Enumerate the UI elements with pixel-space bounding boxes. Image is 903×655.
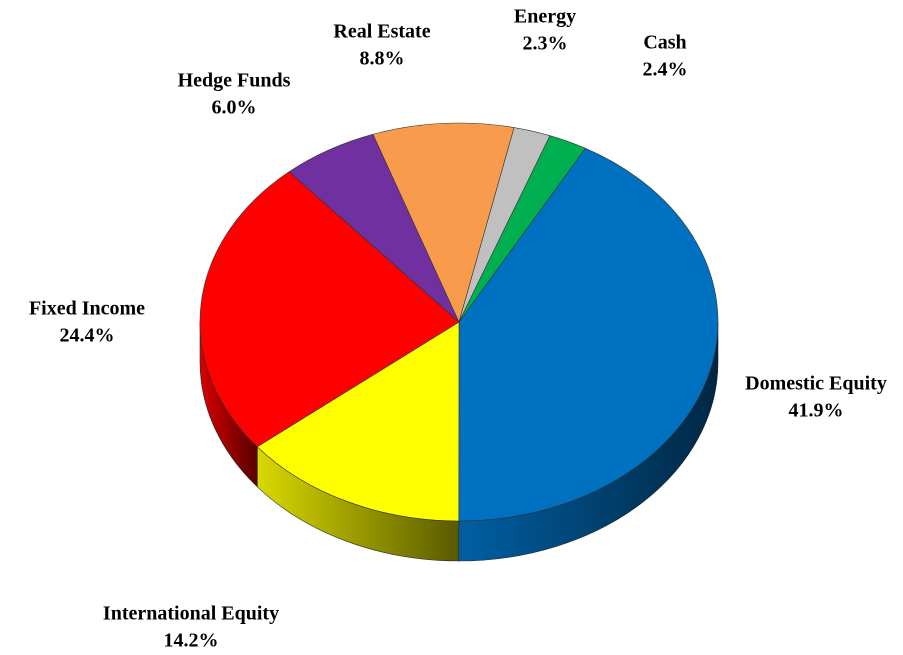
slice-label: Cash xyxy=(643,32,686,54)
slice-value-label: 2.4% xyxy=(643,59,688,81)
slice-value-label: 41.9% xyxy=(789,400,844,422)
slice-label: Fixed Income xyxy=(29,298,145,320)
slice-value-label: 2.3% xyxy=(523,33,568,55)
slice xyxy=(458,147,719,522)
slice-label: Hedge Funds xyxy=(178,70,291,92)
slice-side-shade xyxy=(257,446,459,561)
slice-label: Energy xyxy=(514,6,576,28)
slice xyxy=(199,171,460,448)
slice xyxy=(458,135,586,323)
slice xyxy=(256,321,460,522)
slice-value-label: 14.2% xyxy=(164,630,219,652)
slice xyxy=(372,122,515,323)
slice-value-label: 6.0% xyxy=(212,97,257,119)
slice-value-label: 24.4% xyxy=(60,325,115,347)
slice-label: International Equity xyxy=(103,603,279,625)
slice-side-shade xyxy=(200,322,258,487)
slice-label: Domestic Equity xyxy=(745,373,887,395)
slice-label: Real Estate xyxy=(333,21,430,43)
slice-value-label: 8.8% xyxy=(360,48,405,70)
